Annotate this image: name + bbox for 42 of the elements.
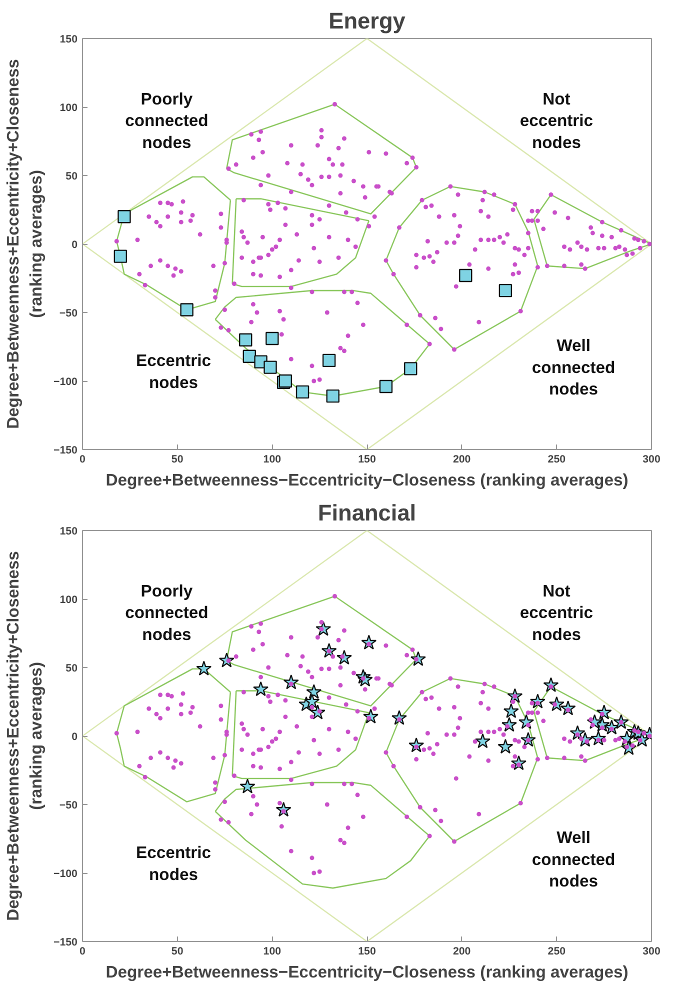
x-tick-label: 250	[548, 454, 566, 466]
x-tick-label: 50	[171, 946, 184, 958]
x-tick-label: 300	[642, 946, 660, 958]
y-tick-label: 50	[66, 662, 78, 674]
chart-title: Energy	[328, 8, 406, 34]
x-tick-label: 300	[642, 454, 660, 466]
y-tick-label: 150	[60, 526, 78, 538]
annotation: Well connected nodes	[532, 828, 616, 891]
annotation: Eccentric nodes	[136, 842, 212, 884]
y-tick-label: −50	[59, 308, 78, 320]
x-tick-label: 0	[80, 454, 86, 466]
y-tick-label: 50	[66, 170, 78, 182]
x-tick-label: 200	[452, 946, 471, 958]
y-tick-label: 100	[60, 594, 78, 606]
x-tick-label: 50	[171, 454, 184, 466]
x-tick-label: 150	[358, 454, 376, 466]
x-tick-label: 150	[358, 946, 376, 958]
y-axis-title: Degree+Betweenness+Eccentricity+Closeness (ranking averages)	[4, 551, 46, 921]
x-tick-label: 100	[263, 946, 282, 958]
y-tick-label: 0	[72, 239, 78, 251]
y-tick-label: −150	[53, 936, 78, 948]
x-tick-label: 100	[263, 454, 282, 466]
annotation: Well connected nodes	[532, 336, 616, 399]
x-tick-label: 0	[80, 946, 86, 958]
annotation: Poorly connected nodes	[125, 581, 208, 644]
chart-title: Financial	[318, 500, 416, 526]
x-tick-label: 250	[548, 946, 566, 958]
y-tick-label: −100	[53, 868, 78, 880]
annotation: Poorly connected nodes	[125, 89, 208, 152]
y-tick-label: −150	[53, 444, 78, 456]
y-tick-label: −100	[53, 376, 78, 388]
x-axis-title: Degree+Betweenness−Eccentricity−Closeness (ranking averages)	[106, 962, 628, 982]
y-tick-label: −50	[59, 800, 78, 812]
annotation: Not eccentric nodes	[520, 89, 594, 152]
x-tick-label: 200	[452, 454, 471, 466]
annotation: Not eccentric nodes	[520, 581, 594, 644]
y-tick-label: 100	[60, 102, 78, 114]
y-axis-title: Degree+Betweenness+Eccentricity+Closeness (ranking averages)	[4, 59, 46, 429]
annotation: Eccentric nodes	[136, 350, 212, 392]
x-axis-title: Degree+Betweenness−Eccentricity−Closeness (ranking averages)	[106, 470, 628, 490]
y-tick-label: 0	[72, 731, 78, 743]
y-tick-label: 150	[60, 34, 78, 46]
